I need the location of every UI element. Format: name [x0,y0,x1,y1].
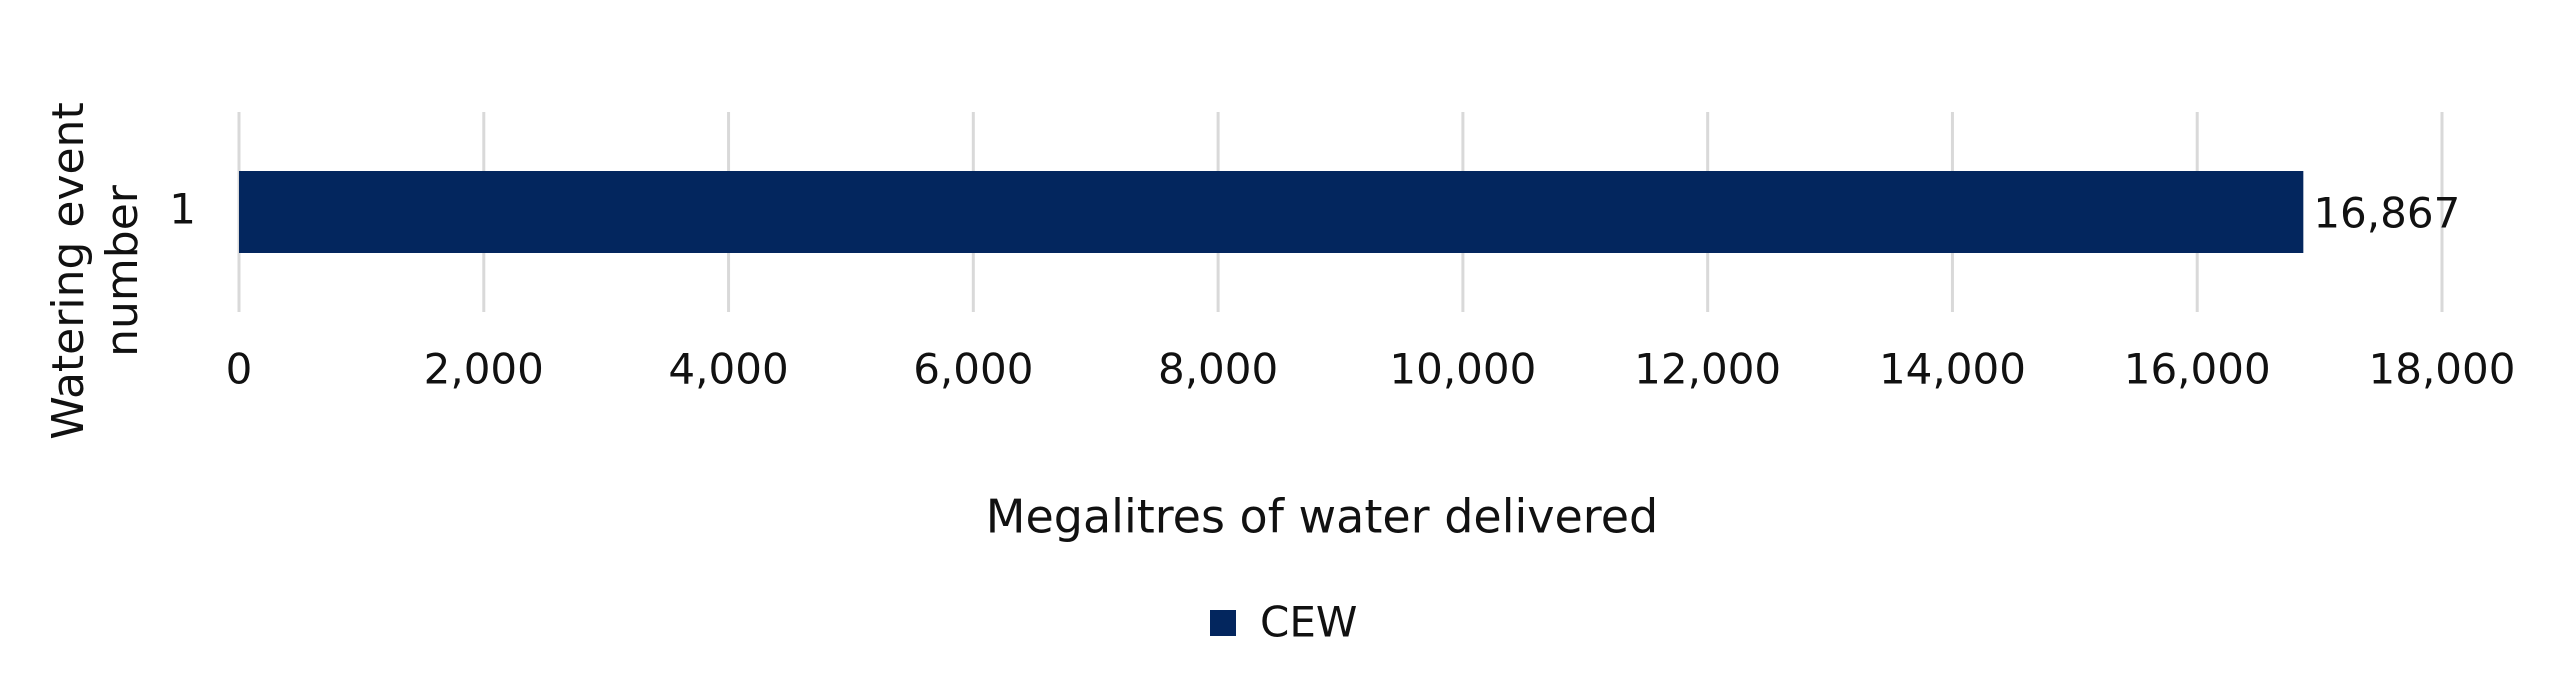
legend-swatch [1210,610,1236,636]
legend-label: CEW [1260,598,1357,647]
x-tick-label: 18,000 [2369,345,2516,394]
y-axis-title: Watering event number [43,102,148,440]
bar [239,171,2304,253]
x-tick-label: 6,000 [913,345,1033,394]
x-tick-label: 12,000 [1634,345,1781,394]
x-tick-label: 8,000 [1158,345,1278,394]
x-tick-label: 0 [226,345,253,394]
y-tick-label: 1 [169,185,196,234]
x-tick-label: 10,000 [1389,345,1536,394]
x-tick-label: 2,000 [424,345,544,394]
x-tick-label: 4,000 [668,345,788,394]
value-label: 16,867 [2313,189,2460,238]
x-axis-title: Megalitres of water delivered [986,490,1658,544]
x-tick-label: 14,000 [1879,345,2026,394]
x-tick-label: 16,000 [2124,345,2271,394]
